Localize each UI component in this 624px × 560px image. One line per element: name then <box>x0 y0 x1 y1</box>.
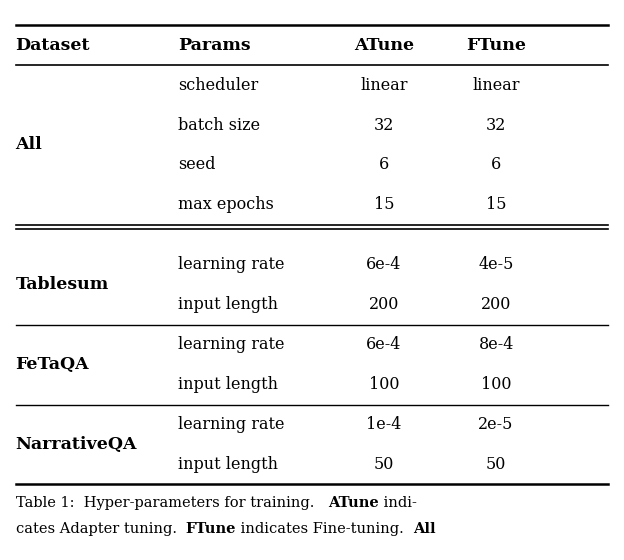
Text: 4e-5: 4e-5 <box>479 256 514 273</box>
Text: 6: 6 <box>379 156 389 174</box>
Text: 15: 15 <box>486 197 506 213</box>
Text: max epochs: max epochs <box>178 197 274 213</box>
Text: 200: 200 <box>481 296 511 313</box>
Text: 32: 32 <box>486 116 506 133</box>
Text: Dataset: Dataset <box>16 36 90 54</box>
Text: cates Adapter tuning.: cates Adapter tuning. <box>16 522 186 536</box>
Text: FTune: FTune <box>466 36 526 54</box>
Text: indicates Fine-tuning.: indicates Fine-tuning. <box>236 522 413 536</box>
Text: batch size: batch size <box>178 116 260 133</box>
Text: 100: 100 <box>369 376 399 393</box>
Text: 1e-4: 1e-4 <box>366 416 401 433</box>
Text: 100: 100 <box>481 376 511 393</box>
Text: 8e-4: 8e-4 <box>479 336 514 353</box>
Text: NarrativeQA: NarrativeQA <box>16 436 137 453</box>
Text: FeTaQA: FeTaQA <box>16 356 89 373</box>
Text: linear: linear <box>472 77 520 94</box>
Text: indi-: indi- <box>379 496 416 510</box>
Text: 6e-4: 6e-4 <box>366 256 401 273</box>
Text: Params: Params <box>178 36 250 54</box>
Text: FTune: FTune <box>186 522 236 536</box>
Text: 50: 50 <box>374 456 394 473</box>
Text: 32: 32 <box>374 116 394 133</box>
Text: 6: 6 <box>491 156 501 174</box>
Text: input length: input length <box>178 296 278 313</box>
Text: 50: 50 <box>486 456 506 473</box>
Text: linear: linear <box>360 77 407 94</box>
Text: All: All <box>413 522 436 536</box>
Text: All: All <box>16 137 42 153</box>
Text: 2e-5: 2e-5 <box>479 416 514 433</box>
Text: scheduler: scheduler <box>178 77 258 94</box>
Text: seed: seed <box>178 156 215 174</box>
Text: learning rate: learning rate <box>178 256 285 273</box>
Text: learning rate: learning rate <box>178 416 285 433</box>
Text: 6e-4: 6e-4 <box>366 336 401 353</box>
Text: 15: 15 <box>374 197 394 213</box>
Text: input length: input length <box>178 456 278 473</box>
Text: learning rate: learning rate <box>178 336 285 353</box>
Text: 200: 200 <box>369 296 399 313</box>
Text: Table 1:  Hyper-parameters for training.: Table 1: Hyper-parameters for training. <box>16 496 328 510</box>
Text: input length: input length <box>178 376 278 393</box>
Text: Tablesum: Tablesum <box>16 276 109 293</box>
Text: ATune: ATune <box>354 36 414 54</box>
Text: ATune: ATune <box>328 496 379 510</box>
